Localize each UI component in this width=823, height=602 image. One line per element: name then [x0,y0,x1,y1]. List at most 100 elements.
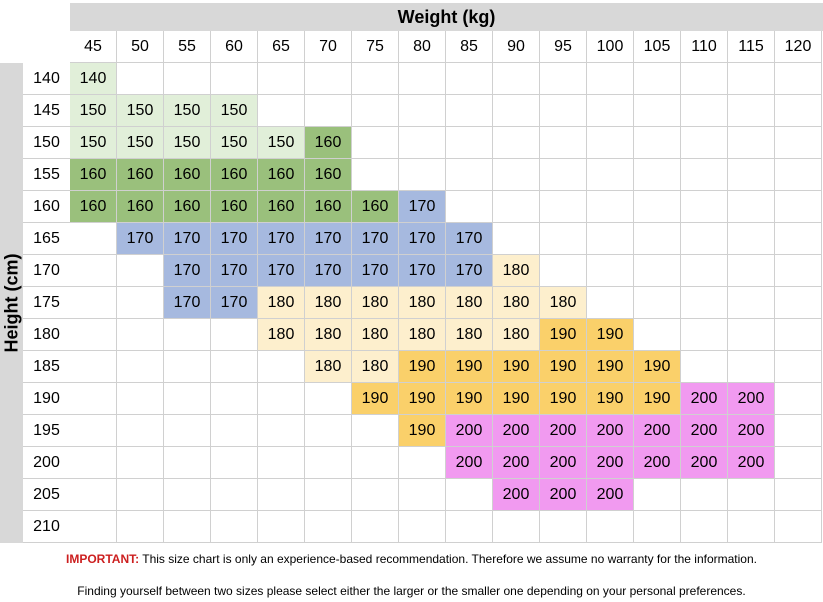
size-cell [728,223,775,255]
size-cell [258,95,305,127]
height-label: 140 [23,63,70,95]
weight-label: 95 [540,31,587,63]
size-cell [540,127,587,159]
weight-label: 120 [775,31,822,63]
size-cell: 160 [258,159,305,191]
size-cell [305,479,352,511]
size-cell [164,415,211,447]
size-cell [587,159,634,191]
size-cell [70,255,117,287]
size-cell [775,255,822,287]
size-cell [681,191,728,223]
height-label: 170 [23,255,70,287]
size-cell: 190 [587,383,634,415]
size-cell: 160 [70,159,117,191]
size-cell: 160 [305,191,352,223]
size-cell: 150 [211,127,258,159]
size-cell [211,383,258,415]
size-cell [493,95,540,127]
size-cell [681,351,728,383]
size-cell: 160 [117,159,164,191]
size-cell [681,255,728,287]
size-cell [681,127,728,159]
size-cell [681,159,728,191]
size-cell [117,383,164,415]
size-cell [70,223,117,255]
height-label: 195 [23,415,70,447]
size-cell: 200 [493,415,540,447]
weight-label: 55 [164,31,211,63]
size-cell [70,319,117,351]
size-cell [446,63,493,95]
size-cell: 170 [211,255,258,287]
size-cell [258,63,305,95]
important-label: IMPORTANT: [66,552,140,566]
size-cell [540,95,587,127]
height-axis-title: Height (cm) [0,63,23,543]
size-cell [728,255,775,287]
weight-label: 115 [728,31,775,63]
height-label: 175 [23,287,70,319]
size-cell: 190 [399,383,446,415]
size-cell [728,511,775,543]
size-cell [211,63,258,95]
size-cell: 160 [117,191,164,223]
size-cell [117,63,164,95]
size-cell [305,383,352,415]
size-cell: 150 [164,127,211,159]
size-cell [305,95,352,127]
size-cell [775,287,822,319]
size-cell [634,287,681,319]
size-cell [164,383,211,415]
size-cell [164,479,211,511]
size-cell [117,287,164,319]
weight-label: 90 [493,31,540,63]
weight-label: 110 [681,31,728,63]
size-cell: 190 [540,351,587,383]
size-cell [540,63,587,95]
size-cell [681,479,728,511]
height-label: 160 [23,191,70,223]
size-cell [775,127,822,159]
size-cell [634,95,681,127]
size-cell [258,479,305,511]
size-cell [399,159,446,191]
size-cell [164,319,211,351]
size-cell: 170 [117,223,164,255]
size-cell: 200 [728,383,775,415]
size-cell [164,511,211,543]
size-cell [211,447,258,479]
size-cell [446,127,493,159]
size-cell [728,479,775,511]
size-cell [775,415,822,447]
size-cell: 180 [352,319,399,351]
size-cell: 170 [352,255,399,287]
size-cell [493,63,540,95]
size-cell [258,383,305,415]
size-cell: 200 [681,447,728,479]
size-cell: 150 [117,95,164,127]
size-cell [117,447,164,479]
size-cell [775,319,822,351]
size-cell [634,479,681,511]
size-cell: 180 [446,287,493,319]
size-cell [211,511,258,543]
size-cell [117,415,164,447]
size-cell [446,159,493,191]
height-label: 205 [23,479,70,511]
size-cell: 170 [164,255,211,287]
size-cell: 160 [352,191,399,223]
size-cell [540,255,587,287]
size-cell: 190 [634,351,681,383]
size-cell: 180 [493,255,540,287]
size-cell [681,223,728,255]
size-cell [70,351,117,383]
size-cell [352,127,399,159]
size-cell: 190 [587,351,634,383]
size-cell: 180 [446,319,493,351]
size-cell [681,511,728,543]
weight-label: 65 [258,31,305,63]
size-cell: 170 [258,255,305,287]
size-choice-note: Finding yourself between two sizes pleas… [77,584,746,598]
size-cell [446,95,493,127]
